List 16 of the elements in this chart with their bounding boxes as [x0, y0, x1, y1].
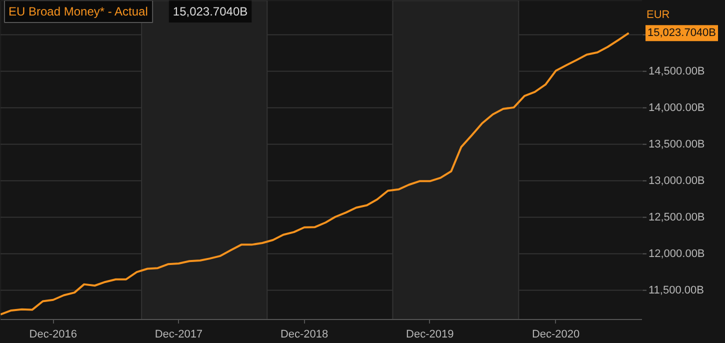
chart-subtitle: 15,023.7040B — [172, 4, 248, 18]
y-tick-label: 13,000.00B — [648, 174, 705, 187]
x-tick-label: Dec-2019 — [406, 328, 454, 340]
x-tick-label: Dec-2018 — [280, 328, 328, 340]
y-tick-label: 12,000.00B — [648, 248, 705, 260]
y-tick-label: 14,000.00B — [648, 102, 705, 114]
y-tick-label: 13,500.00B — [648, 138, 705, 150]
text: 15,023.7040B — [648, 27, 716, 40]
x-tick-label: Dec-2017 — [154, 328, 203, 340]
y-tick-label: 12,500.00B — [648, 211, 705, 224]
chart-title: EU Broad Money* - Actual — [8, 4, 148, 18]
y-tick-label: 14,500.00B — [648, 65, 705, 78]
x-tick-label: Dec-2020 — [532, 328, 580, 340]
y-tick-label: 11,500.00B — [648, 284, 704, 296]
x-tick-label: Dec-2016 — [29, 328, 77, 340]
y-axis-title: EUR — [646, 9, 670, 22]
